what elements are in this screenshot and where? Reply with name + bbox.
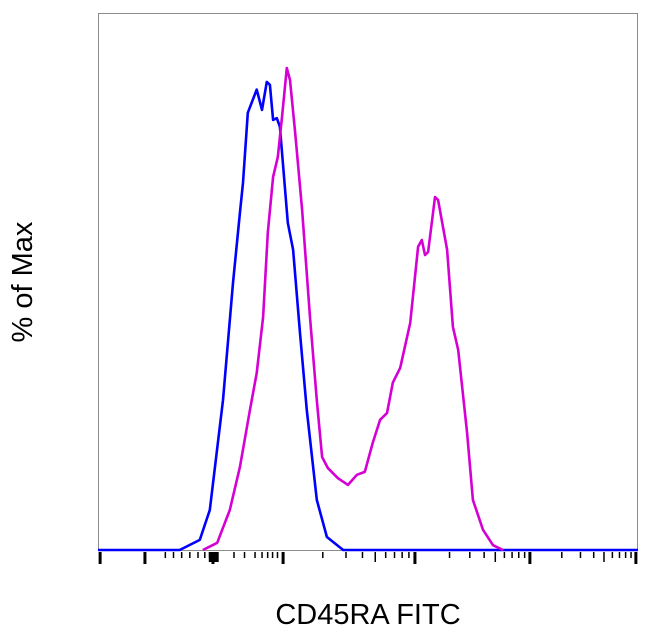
y-axis-label: % of Max: [7, 221, 39, 342]
plot-frame: [98, 13, 638, 551]
histogram-series-1: [98, 80, 638, 552]
x-axis-ticks: [98, 552, 638, 564]
histogram-series-2: [202, 66, 504, 552]
series-group: [98, 66, 638, 552]
x-axis-label: CD45RA FITC: [275, 599, 460, 631]
